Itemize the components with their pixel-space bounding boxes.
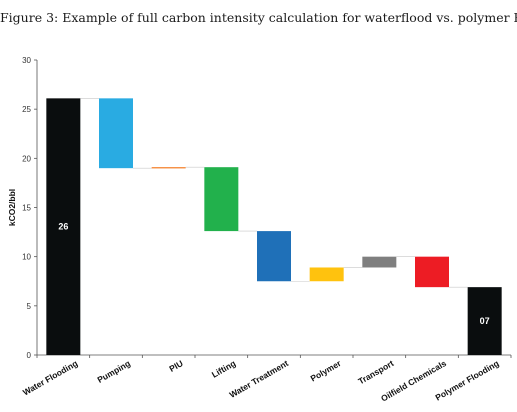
bar-polymer <box>309 267 344 282</box>
y-tick-label: 20 <box>22 154 31 163</box>
y-tick-label: 25 <box>22 105 31 114</box>
bar-oilfield-chemicals <box>415 256 449 288</box>
bar-polymer-flooding <box>467 287 502 355</box>
x-tick-label: Water Flooding <box>21 358 79 397</box>
x-tick-label: Water Treatment <box>228 358 291 400</box>
x-tick-label: Lifting <box>210 358 237 380</box>
x-tick-label: Transport <box>356 358 395 386</box>
bar-piu <box>151 167 186 169</box>
x-tick-label: PIU <box>167 358 184 374</box>
y-tick-label: 0 <box>27 351 32 360</box>
bar-pumping <box>99 98 133 169</box>
bar-water-flooding <box>46 98 81 355</box>
x-tick-label: Pumping <box>96 358 132 385</box>
y-tick-label: 10 <box>22 253 31 262</box>
figure-title: Figure 3: Example of full carbon intensi… <box>0 10 517 25</box>
y-axis-title: kCO2/bbl <box>7 189 17 226</box>
y-tick-label: 15 <box>22 204 31 213</box>
axes: 0 5 10 15 20 25 30 kCO2/bbl <box>7 56 512 360</box>
data-label-polymer-flooding: 07 <box>480 316 490 326</box>
y-tick-label: 30 <box>22 56 31 65</box>
bars <box>46 98 502 355</box>
x-tick-label: Polymer <box>309 358 344 384</box>
y-tick-label: 5 <box>27 302 32 311</box>
bar-water-treatment <box>257 231 291 282</box>
bar-lifting <box>204 167 239 232</box>
data-label-water-flooding: 26 <box>58 222 68 232</box>
bar-transport <box>362 256 397 268</box>
